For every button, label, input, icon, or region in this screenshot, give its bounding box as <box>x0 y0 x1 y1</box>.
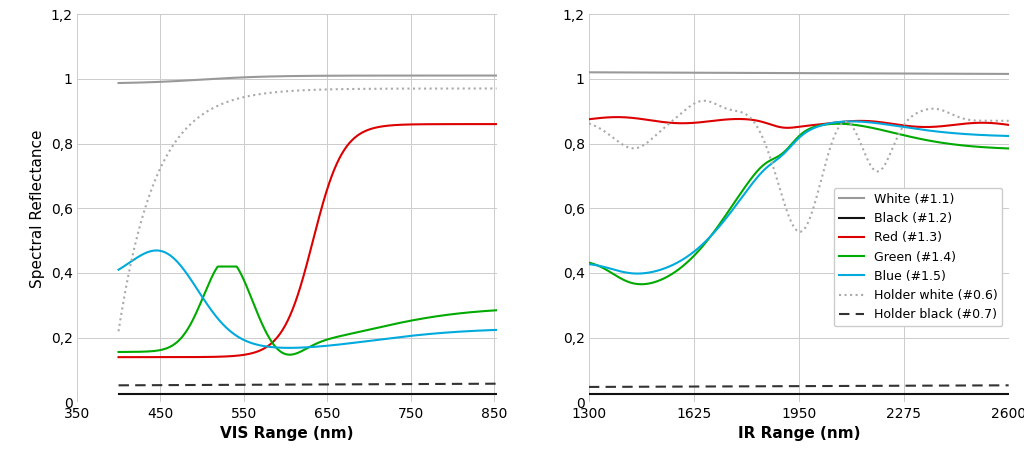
X-axis label: IR Range (nm): IR Range (nm) <box>737 426 860 441</box>
Y-axis label: Spectral Reflectance: Spectral Reflectance <box>30 129 45 287</box>
X-axis label: VIS Range (nm): VIS Range (nm) <box>220 426 353 441</box>
Legend: White (#1.1), Black (#1.2), Red (#1.3), Green (#1.4), Blue (#1.5), Holder white : White (#1.1), Black (#1.2), Red (#1.3), … <box>834 188 1002 326</box>
